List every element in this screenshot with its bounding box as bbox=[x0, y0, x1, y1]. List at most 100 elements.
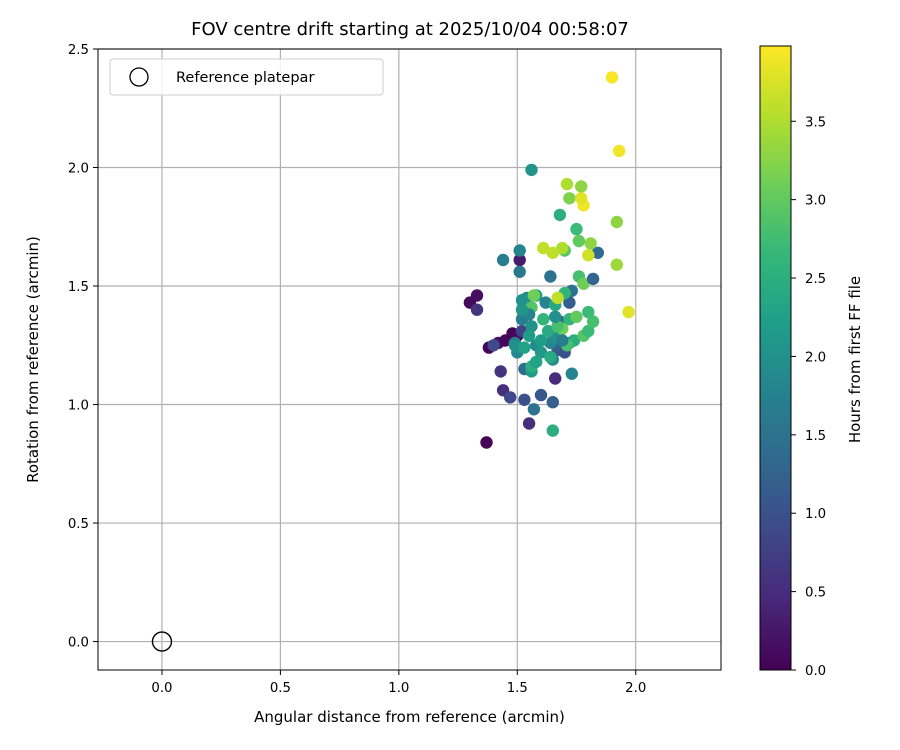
y-axis: 0.0 0.5 1.0 1.5 2.0 2.5 bbox=[68, 43, 98, 651]
colorbar-tick-label: 3.5 bbox=[805, 115, 826, 130]
x-tick-label: 2.0 bbox=[625, 681, 646, 696]
colorbar-label: Hours from first FF file bbox=[846, 276, 864, 443]
data-point bbox=[494, 365, 507, 378]
reference-layer bbox=[151, 631, 173, 652]
data-point bbox=[551, 320, 564, 333]
data-point bbox=[572, 234, 586, 248]
data-point bbox=[556, 334, 569, 347]
data-point bbox=[534, 334, 548, 347]
data-point bbox=[541, 324, 555, 338]
plot-frame bbox=[97, 48, 722, 671]
legend-box bbox=[109, 58, 384, 96]
data-point bbox=[537, 241, 550, 255]
y-axis-label: Rotation from reference (arcmin) bbox=[24, 236, 42, 483]
data-point bbox=[570, 222, 583, 236]
data-point bbox=[563, 192, 576, 205]
data-point bbox=[582, 324, 595, 338]
data-point bbox=[525, 163, 538, 177]
data-point bbox=[612, 144, 626, 158]
data-point bbox=[586, 272, 600, 286]
data-point bbox=[530, 355, 543, 369]
data-point bbox=[549, 372, 562, 385]
data-point bbox=[515, 294, 529, 307]
x-axis: 0.0 0.5 1.0 1.5 2.0 bbox=[151, 670, 646, 696]
data-point bbox=[504, 391, 517, 404]
data-point bbox=[546, 424, 559, 437]
data-point bbox=[518, 393, 531, 406]
colorbar: 0.0 0.5 1.0 1.5 2.0 2.5 3.0 3.5 Hours from firs… bbox=[759, 45, 864, 679]
colorbar-tick-label: 0.5 bbox=[805, 586, 826, 601]
data-point bbox=[518, 341, 531, 354]
data-point bbox=[610, 215, 623, 229]
data-point bbox=[470, 289, 484, 302]
data-point bbox=[537, 313, 550, 326]
data-point bbox=[582, 305, 595, 319]
data-point bbox=[605, 71, 619, 84]
data-point bbox=[591, 246, 604, 259]
data-point bbox=[622, 305, 635, 319]
data-point bbox=[534, 346, 548, 359]
x-tick-label: 1.0 bbox=[388, 681, 409, 696]
data-point bbox=[560, 177, 574, 191]
legend-marker-open-circle bbox=[129, 67, 149, 87]
data-point bbox=[534, 388, 548, 402]
y-tick-label: 2.0 bbox=[68, 162, 89, 177]
data-point bbox=[565, 367, 578, 380]
plot-area bbox=[97, 48, 722, 671]
y-tick-label: 0.5 bbox=[68, 517, 89, 532]
colorbar-tick-label: 3.0 bbox=[805, 194, 826, 209]
y-tick-label: 2.5 bbox=[68, 43, 89, 58]
colorbar-tick-label: 2.5 bbox=[805, 272, 826, 287]
data-point bbox=[551, 291, 564, 305]
colorbar-tick-label: 0.0 bbox=[805, 664, 826, 679]
colorbar-tick-label: 1.5 bbox=[805, 429, 826, 444]
colorbar-tick-label: 2.0 bbox=[805, 350, 826, 365]
data-point bbox=[508, 339, 522, 352]
data-point bbox=[515, 303, 529, 316]
data-point bbox=[610, 258, 623, 271]
data-point bbox=[546, 246, 559, 259]
data-point bbox=[544, 350, 557, 364]
data-point bbox=[480, 436, 493, 449]
data-point bbox=[544, 270, 557, 283]
data-point bbox=[575, 180, 588, 193]
colorbar-gradient bbox=[759, 45, 792, 671]
y-tick-label: 0.0 bbox=[68, 636, 89, 651]
data-point bbox=[575, 192, 588, 205]
legend-entry-label: Reference platepar bbox=[176, 70, 314, 86]
data-point bbox=[496, 253, 510, 267]
x-axis-label: Angular distance from reference (arcmin) bbox=[254, 708, 565, 726]
chart-title: FOV centre drift starting at 2025/10/04 … bbox=[191, 19, 629, 40]
x-tick-label: 0.0 bbox=[151, 681, 172, 696]
data-point bbox=[563, 296, 576, 309]
data-point bbox=[522, 329, 536, 342]
data-point bbox=[527, 403, 541, 416]
data-point bbox=[527, 289, 541, 302]
legend: Reference platepar bbox=[109, 58, 384, 96]
data-point bbox=[513, 244, 526, 257]
data-point bbox=[570, 310, 583, 323]
data-point bbox=[487, 339, 500, 352]
data-point bbox=[522, 417, 536, 430]
colorbar-tick-label: 1.0 bbox=[805, 507, 826, 522]
data-point bbox=[546, 396, 559, 409]
y-tick-label: 1.5 bbox=[68, 280, 89, 295]
data-point bbox=[577, 277, 590, 290]
data-point bbox=[513, 265, 526, 278]
data-point bbox=[582, 249, 595, 262]
data-point bbox=[584, 237, 597, 250]
data-point bbox=[513, 253, 526, 267]
data-point bbox=[525, 320, 538, 333]
colorbar-ticks: 0.0 0.5 1.0 1.5 2.0 2.5 3.0 3.5 bbox=[791, 115, 826, 679]
data-point bbox=[539, 296, 552, 309]
x-tick-label: 0.5 bbox=[270, 681, 291, 696]
reference-marker bbox=[151, 631, 173, 652]
data-point bbox=[556, 241, 569, 255]
data-point bbox=[553, 208, 567, 222]
y-tick-label: 1.0 bbox=[68, 399, 89, 414]
data-points bbox=[463, 71, 635, 449]
data-point bbox=[549, 310, 562, 323]
data-point bbox=[470, 303, 484, 316]
